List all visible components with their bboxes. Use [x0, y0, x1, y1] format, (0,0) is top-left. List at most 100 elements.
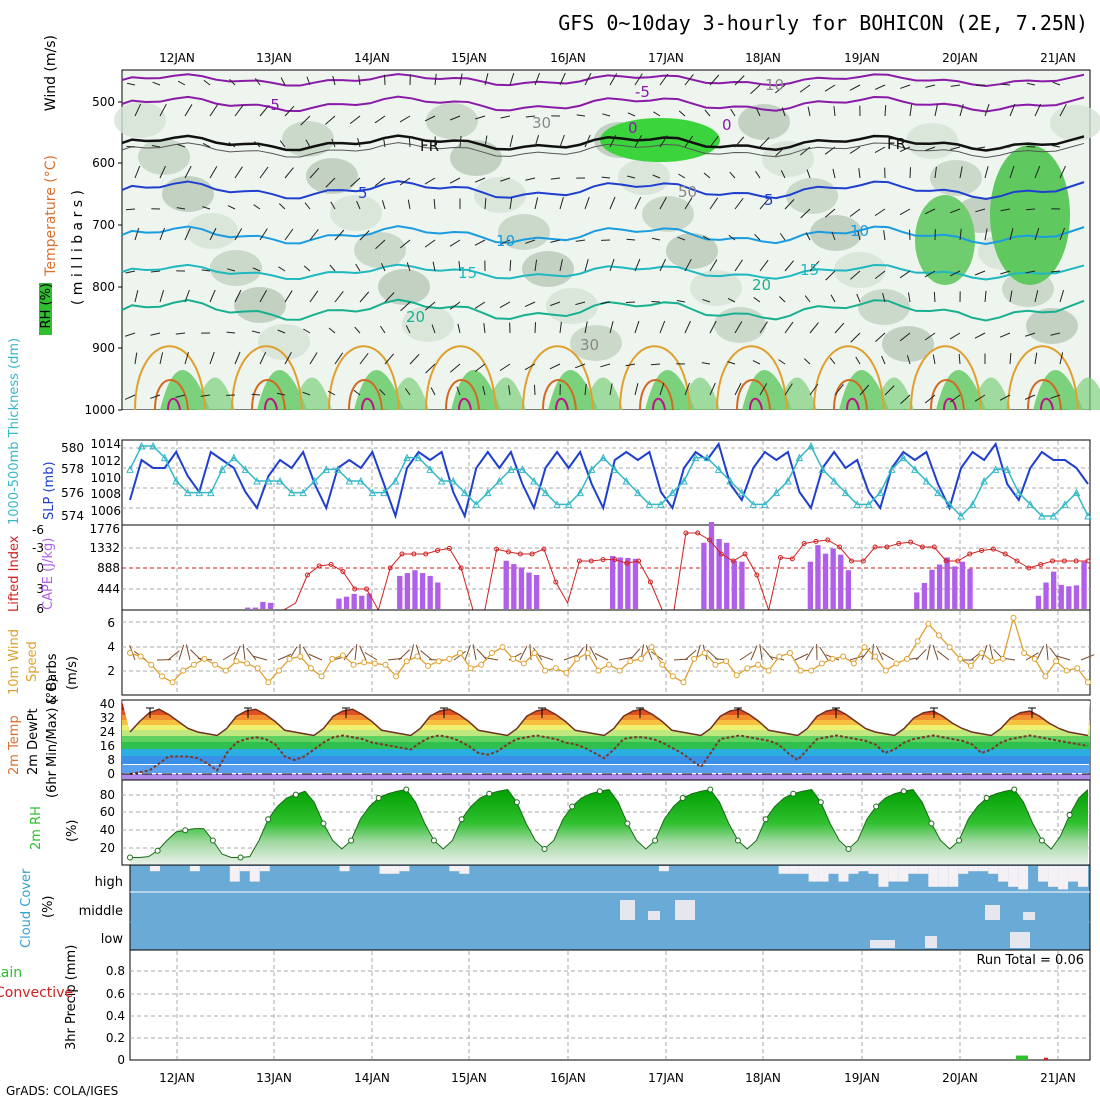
- date-label-bottom: 16JAN: [550, 1071, 586, 1085]
- date-label-top: 15JAN: [451, 51, 487, 65]
- temperature-lines: [122, 707, 1090, 775]
- rh-shade-blob: [402, 306, 454, 342]
- wind-barb: [933, 291, 936, 303]
- wind-barb: [634, 135, 643, 148]
- wind-barb: [634, 320, 640, 334]
- wind-barb: [755, 108, 761, 117]
- plus30-contour: [445, 379, 480, 411]
- wind-barb: [678, 173, 686, 179]
- precip-grid: [130, 951, 1090, 1059]
- lifted-index-marker: [423, 551, 429, 557]
- wind-speed-marker: [435, 658, 442, 665]
- cape-bar: [518, 567, 525, 609]
- high-cloud-bar: [898, 866, 909, 882]
- wind-barb: [399, 177, 411, 186]
- thickness-marker: [299, 488, 307, 497]
- lifted-index-marker: [553, 579, 559, 585]
- thickness-marker: [887, 465, 896, 473]
- lifted-index-marker: [624, 560, 630, 566]
- plus35-contour: [749, 397, 763, 411]
- wind-barb: [384, 292, 395, 303]
- thickness-marker: [772, 488, 781, 497]
- wind-barb: [949, 208, 961, 214]
- thickness-marker: [957, 511, 965, 520]
- wind-barb: [449, 239, 461, 247]
- plus25-contour: [134, 345, 206, 411]
- wind-barb: [824, 84, 836, 92]
- thickness-marker: [333, 465, 342, 473]
- wind-barb: [328, 327, 336, 334]
- rh-marker: [237, 854, 244, 861]
- wind-barb: [550, 301, 561, 307]
- high-cloud-bar: [249, 866, 260, 882]
- lifted-index-marker: [1050, 558, 1056, 564]
- wind-barb: [734, 382, 742, 396]
- wind-barb: [125, 270, 136, 274]
- tick-label: 0: [117, 1053, 125, 1067]
- wind-speed-marker: [840, 653, 847, 660]
- high-cloud-bar: [968, 866, 979, 872]
- high-cloud-bar: [389, 866, 400, 874]
- temperature-band: [122, 774, 1090, 782]
- surface-barb: [915, 648, 927, 661]
- rh-marker: [762, 816, 769, 823]
- minmax-label: (6hr Min/Max) (°C): [45, 678, 60, 798]
- wind-barb: [134, 352, 138, 365]
- surface-barb: [881, 652, 895, 661]
- rh-marker: [375, 795, 382, 801]
- wind-barb: [1009, 228, 1014, 241]
- plus25-contour: [813, 345, 885, 411]
- thickness-marker: [853, 500, 861, 508]
- rh-marker: [182, 827, 189, 834]
- tick-label: 888: [97, 561, 120, 575]
- wind-barb: [150, 332, 161, 336]
- surface-barb: [484, 657, 499, 661]
- wind-barb: [534, 197, 539, 210]
- wind-barb: [309, 167, 320, 179]
- thickness-marker: [253, 476, 261, 485]
- wind-barb: [383, 74, 386, 86]
- cape-bar: [724, 542, 730, 609]
- wind-barb: [457, 323, 461, 334]
- wind-barb: [559, 321, 562, 334]
- wind-barb: [500, 177, 511, 182]
- surface-barb: [1046, 644, 1049, 661]
- surface-barb: [645, 645, 653, 661]
- cape-bar: [830, 548, 836, 609]
- thickness-marker: [945, 500, 954, 508]
- wind-barb: [399, 115, 411, 123]
- wind-barb: [251, 393, 261, 396]
- wind-barb: [259, 166, 269, 179]
- cape-bar: [701, 542, 707, 609]
- lifted-index-marker: [411, 551, 417, 557]
- thickness-marker: [622, 476, 631, 485]
- wind-speed-marker: [158, 673, 165, 680]
- cape-bar: [1073, 585, 1080, 609]
- wind-barb: [899, 208, 911, 216]
- wind-barb: [252, 267, 261, 272]
- lifted-index-marker: [316, 563, 322, 569]
- plus35-contour: [167, 397, 181, 411]
- high-cloud-bar: [948, 866, 959, 887]
- thickness-marker: [749, 500, 758, 508]
- tick-label: 578: [61, 462, 84, 476]
- wind-barb: [950, 84, 961, 87]
- wind-barb: [1024, 394, 1036, 400]
- cape-bar: [1058, 584, 1064, 609]
- minmax-error-bar: [146, 707, 154, 718]
- wind-barb: [203, 79, 211, 86]
- surface-barb: [926, 644, 931, 661]
- cape-bar: [533, 574, 540, 609]
- wind-barb: [958, 353, 961, 365]
- wind-speed-marker: [946, 644, 953, 651]
- wind-barb: [584, 134, 591, 148]
- wind-barb: [259, 351, 267, 365]
- date-label-top: 16JAN: [550, 51, 586, 65]
- wind-barb: [602, 113, 611, 117]
- wind-barb: [499, 239, 511, 245]
- wind-barb: [934, 166, 937, 179]
- wind-barb: [1059, 289, 1065, 303]
- rh-label: RH (%): [39, 283, 54, 328]
- wind-barb: [1000, 146, 1011, 149]
- rh-marker: [1011, 786, 1018, 793]
